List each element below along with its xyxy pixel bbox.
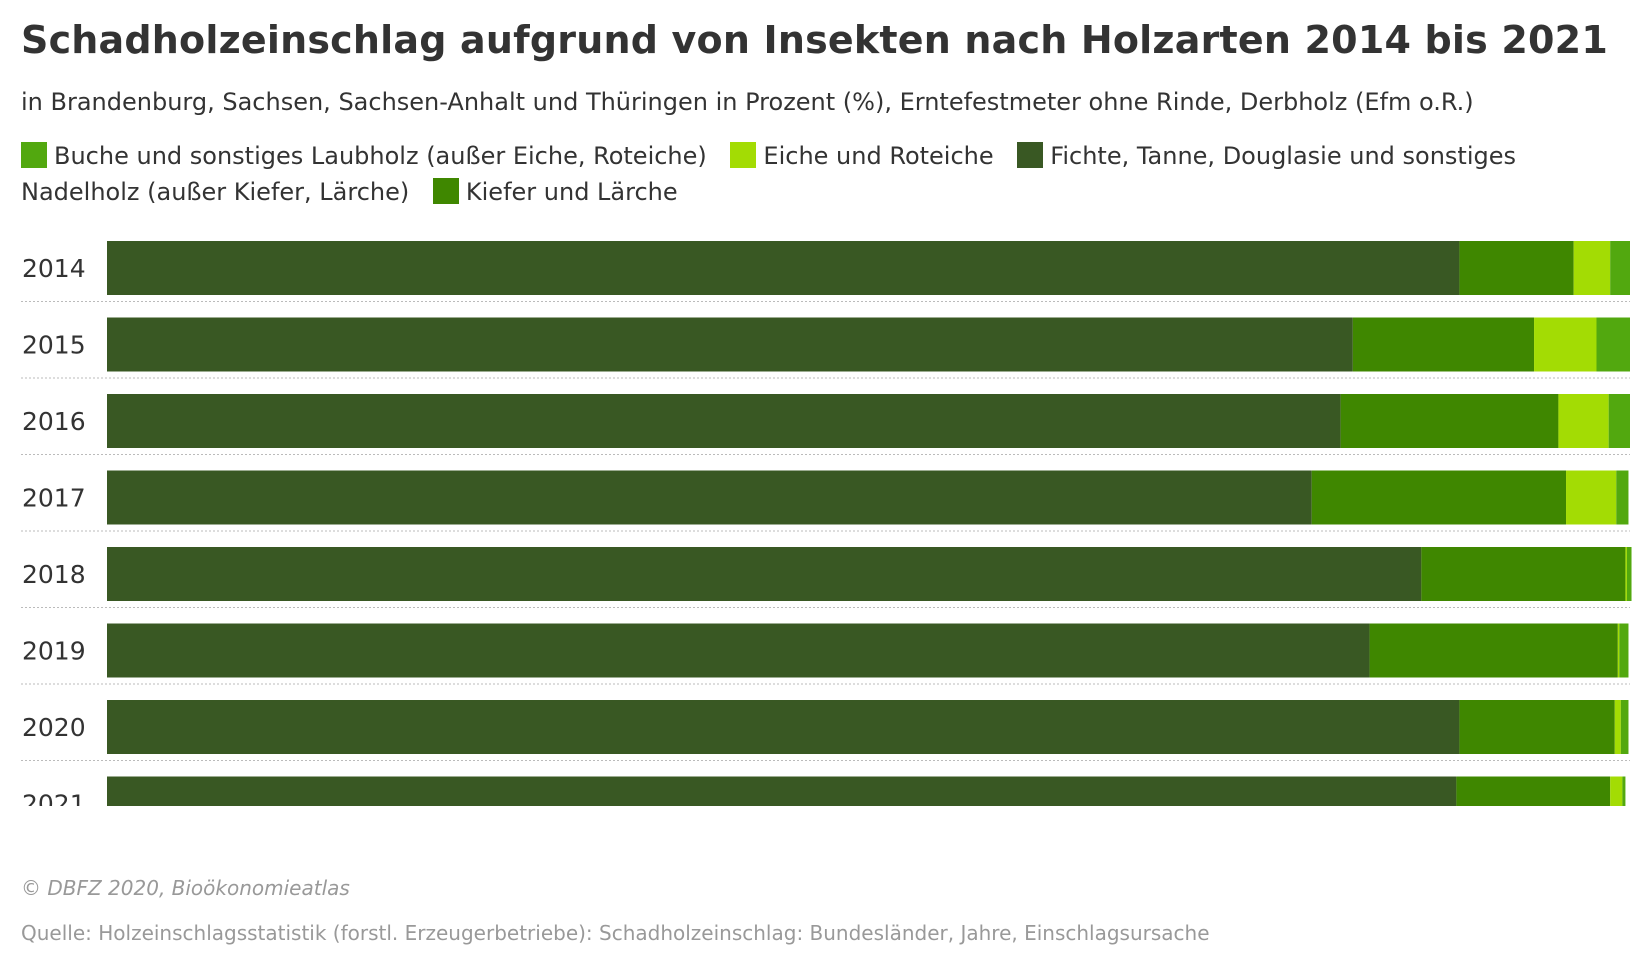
bar-segment-2019-s0[interactable] [107,623,1370,678]
category-label-2018: 2018 [22,560,86,589]
bar-segment-2021-s0[interactable] [107,776,1457,807]
category-label-2020: 2020 [22,713,86,742]
chart-title: Schadholzeinschlag aufgrund von Insekten… [21,18,1608,62]
category-label-2017: 2017 [22,484,86,513]
bar-segment-2014-s2[interactable] [1573,241,1611,295]
bar-segment-2015-s1[interactable] [1352,317,1535,372]
category-label-2015: 2015 [22,331,86,360]
bar-segment-2021-s1[interactable] [1456,776,1611,807]
bar-segment-2016-s3[interactable] [1608,394,1630,448]
bar-segment-2020-s3[interactable] [1620,700,1629,754]
bar-segment-2017-s2[interactable] [1566,470,1617,525]
bar-segment-2016-s0[interactable] [107,394,1341,448]
bar-segment-2018-s2[interactable] [1625,547,1627,601]
legend-label: Eiche und Roteiche [763,142,994,170]
legend-swatch [730,142,757,168]
bar-segment-2014-s1[interactable] [1459,241,1574,295]
category-label-2021: 2021 [22,790,86,807]
bar-segment-2015-s2[interactable] [1534,317,1597,372]
bar-segment-2017-s0[interactable] [107,470,1312,525]
bar-segment-2019-s2[interactable] [1617,623,1620,678]
bar-segment-2016-s1[interactable] [1340,394,1559,448]
legend-label: Kiefer und Lärche [465,178,678,206]
bar-segment-2019-s1[interactable] [1369,623,1618,678]
category-label-2014: 2014 [22,254,86,283]
category-label-2016: 2016 [22,407,86,436]
source-note: Quelle: Holzeinschlagsstatistik (forstl.… [21,921,1210,945]
bar-segment-2019-s3[interactable] [1619,623,1629,678]
bar-segment-2020-s2[interactable] [1614,700,1621,754]
bar-segment-2014-s0[interactable] [107,241,1460,295]
bar-segment-2017-s3[interactable] [1616,470,1629,525]
bar-segment-2016-s2[interactable] [1558,394,1609,448]
bar-segment-2021-s3[interactable] [1622,776,1626,807]
legend-swatch [21,142,47,168]
bar-segment-2018-s1[interactable] [1421,547,1626,601]
bar-segment-2018-s3[interactable] [1626,547,1632,601]
category-label-2019: 2019 [22,637,86,666]
legend-label: Buche und sonstiges Laubholz (außer Eich… [54,142,707,170]
bar-segment-2015-s0[interactable] [107,317,1353,372]
bar-segment-2014-s3[interactable] [1610,241,1630,295]
bar-segment-2015-s3[interactable] [1596,317,1630,372]
legend-swatch [1017,142,1044,168]
legend-item-eiche[interactable]: Eiche und Roteiche [730,142,1009,170]
bar-segment-2021-s2[interactable] [1610,776,1623,807]
bar-segment-2018-s0[interactable] [107,547,1422,601]
legend-item-buche[interactable]: Buche und sonstiges Laubholz (außer Eich… [21,142,723,170]
legend-label: Fichte, Tanne, Douglasie und sonstiges N… [21,142,1517,206]
legend: Buche und sonstiges Laubholz (außer Eich… [21,138,1621,210]
bar-segment-2020-s0[interactable] [107,700,1460,754]
legend-swatch [432,178,459,204]
copyright-note: © DBFZ 2020, Bioökonomieatlas [21,876,350,900]
bar-segment-2020-s1[interactable] [1459,700,1615,754]
legend-item-fichte[interactable]: Fichte, Tanne, Douglasie und sonstiges N… [21,142,1516,206]
chart-subtitle: in Brandenburg, Sachsen, Sachsen-Anhalt … [21,88,1474,116]
stacked-bar-chart: 2014 2015 2016 2017 2018 2019 2020 2021 [21,241,1632,807]
legend-item-kiefer[interactable]: Kiefer und Lärche [432,178,694,206]
bar-segment-2017-s1[interactable] [1311,470,1567,525]
